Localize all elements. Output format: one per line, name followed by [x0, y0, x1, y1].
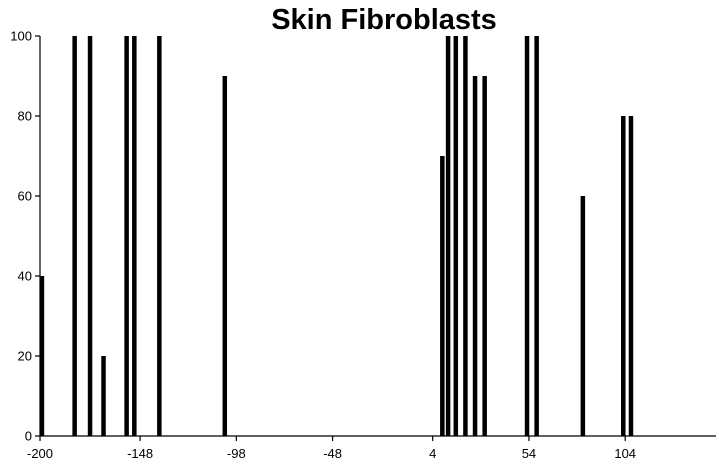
x-tick-label-54: 54 — [522, 446, 536, 461]
x-tick-label--148: -148 — [127, 446, 153, 461]
y-tick-label-40: 40 — [18, 269, 32, 284]
x-tick-label-4: 4 — [429, 446, 436, 461]
x-tick-label--98: -98 — [227, 446, 246, 461]
y-tick-label-80: 80 — [18, 109, 32, 124]
y-tick-label-0: 0 — [25, 429, 32, 444]
chart-title: Skin Fibroblasts — [271, 4, 497, 36]
x-tick-label-104: 104 — [614, 446, 636, 461]
y-tick-label-60: 60 — [18, 189, 32, 204]
y-tick-label-20: 20 — [18, 349, 32, 364]
axes-group: 0 20 40 60 80 100 -200 -148 -98 -48 4 54 104 — [10, 29, 716, 461]
x-tick-label--200: -200 — [27, 446, 53, 461]
bars-group — [39, 36, 634, 436]
x-tick-label--48: -48 — [323, 446, 342, 461]
y-tick-label-100: 100 — [10, 29, 32, 44]
